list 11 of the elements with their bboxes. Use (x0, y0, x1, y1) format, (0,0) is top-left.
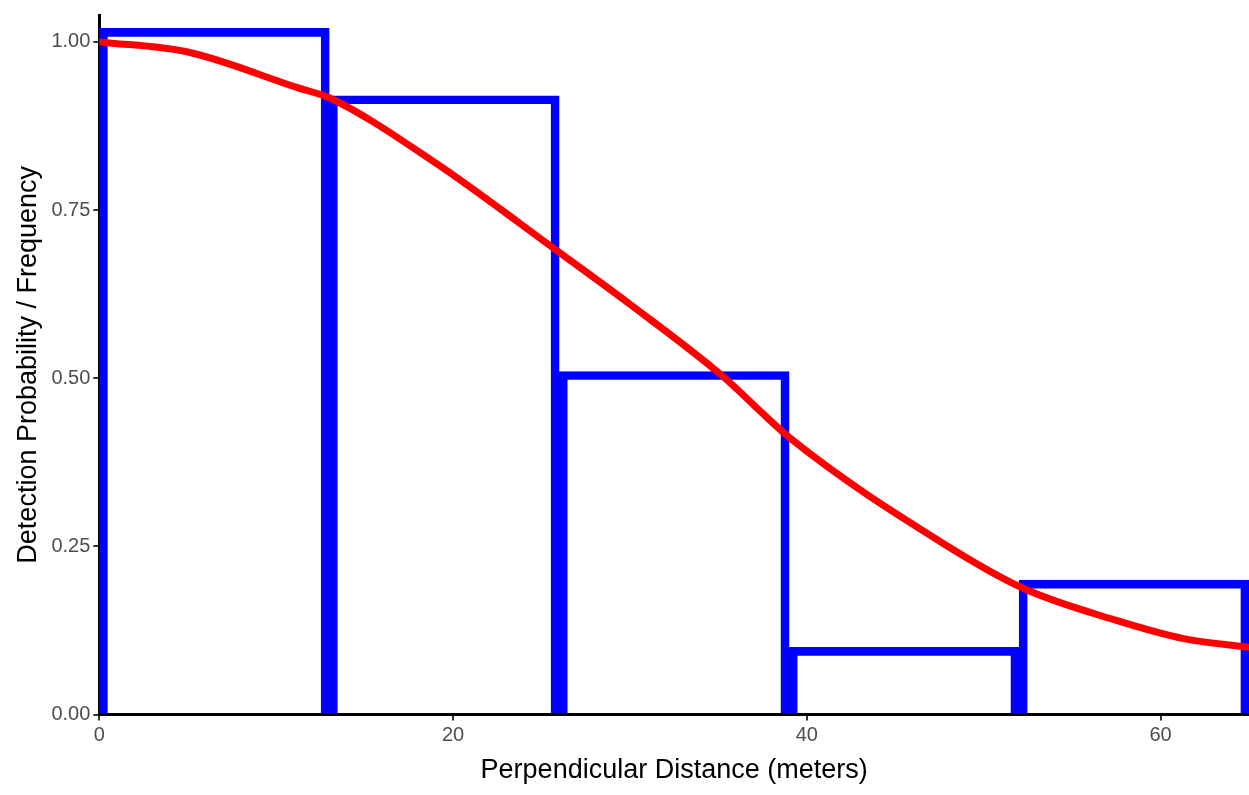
y-tick-label: 0.25 (51, 533, 91, 556)
x-tick-label: 20 (441, 723, 465, 746)
y-tick-label: 1.00 (51, 29, 91, 52)
y-tick-label: 0.75 (51, 197, 91, 220)
x-tick-label: 0 (93, 723, 105, 746)
y-axis-title: Detection Probability / Frequency (11, 165, 42, 564)
x-tick-label: 40 (795, 723, 818, 746)
x-axis-title: Perpendicular Distance (meters) (480, 754, 868, 785)
y-tick-label: 0.00 (51, 702, 91, 725)
x-tick-label: 60 (1149, 723, 1172, 746)
y-tick-label: 0.50 (51, 365, 91, 388)
